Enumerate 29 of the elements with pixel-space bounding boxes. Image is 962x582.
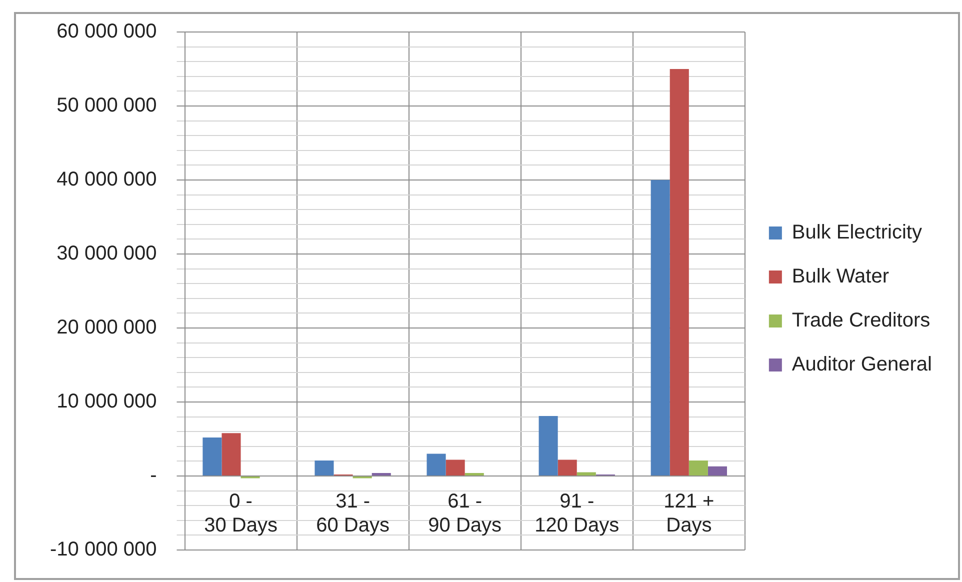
bar <box>538 416 558 476</box>
bar <box>688 460 708 476</box>
bar <box>222 433 241 476</box>
bar <box>558 460 577 476</box>
y-tick-label: 20 000 000 <box>56 316 157 339</box>
y-tick-label: 50 000 000 <box>56 94 157 117</box>
y-tick-label: - <box>150 464 157 487</box>
bar <box>314 460 334 476</box>
y-tick-label: 10 000 000 <box>56 390 157 413</box>
bar <box>202 438 222 476</box>
bar <box>650 180 670 476</box>
legend-label: Bulk Electricity <box>792 222 922 244</box>
legend-label: Bulk Water <box>792 266 890 288</box>
bar <box>426 454 446 476</box>
y-tick-label: 60 000 000 <box>56 20 157 43</box>
legend-label: Auditor General <box>792 354 932 376</box>
y-tick-label: -10 000 000 <box>50 538 157 561</box>
y-tick-label: 30 000 000 <box>56 242 157 265</box>
legend-label: Trade Creditors <box>792 310 930 332</box>
bar <box>708 466 727 476</box>
bar <box>670 69 689 476</box>
x-tick-label: 31 - 60 Days <box>316 490 390 537</box>
x-tick-label: 121 + Days <box>664 490 714 537</box>
x-tick-label: 0 - 30 Days <box>204 490 278 537</box>
bar <box>446 460 465 476</box>
y-tick-label: 40 000 000 <box>56 168 157 191</box>
x-tick-label: 61 - 90 Days <box>428 490 502 537</box>
bar <box>576 472 596 476</box>
x-tick-label: 91 - 120 Days <box>534 490 620 537</box>
